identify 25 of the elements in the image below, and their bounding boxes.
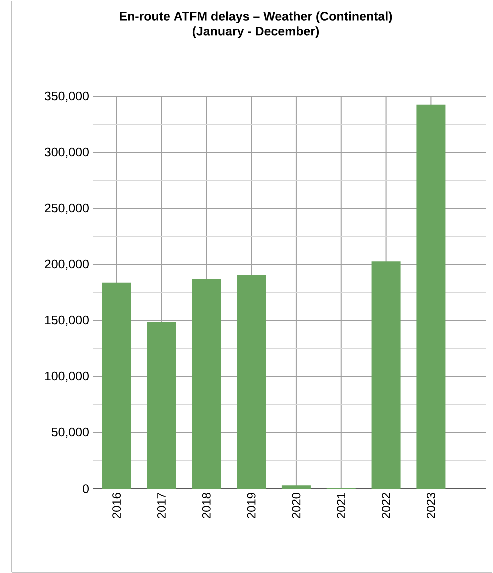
x-tick-label: 2023 [426, 493, 436, 519]
x-tick-label: 2017 [157, 493, 166, 519]
x-tick-label: 2022 [382, 493, 391, 519]
bar [102, 282, 132, 489]
y-tick-label: 150,000 [45, 316, 89, 326]
bar [372, 262, 401, 489]
y-tick-label: 50,000 [52, 428, 89, 438]
x-tick-label: 2020 [292, 492, 301, 519]
y-tick-label: 300,000 [44, 148, 89, 158]
y-tick-label: 100,000 [45, 372, 89, 382]
y-tick-label: 250,000 [45, 204, 89, 214]
bar [416, 104, 446, 489]
chart-subtitle: (January - December) [192, 26, 320, 38]
y-tick-label: 350,000 [44, 92, 89, 102]
bar [282, 486, 311, 489]
x-tick-label: 2018 [202, 493, 211, 519]
bar [192, 280, 222, 489]
x-tick-label: 2019 [247, 493, 256, 519]
y-tick-label: 200,000 [45, 260, 89, 270]
bar [147, 322, 176, 489]
x-tick-label: 2021 [337, 493, 346, 519]
y-tick-label: 0 [83, 484, 89, 494]
x-tick-label: 2016 [112, 493, 122, 519]
chart-title: En-route ATFM delays – Weather (Continental) [120, 12, 392, 24]
bar [237, 275, 266, 489]
